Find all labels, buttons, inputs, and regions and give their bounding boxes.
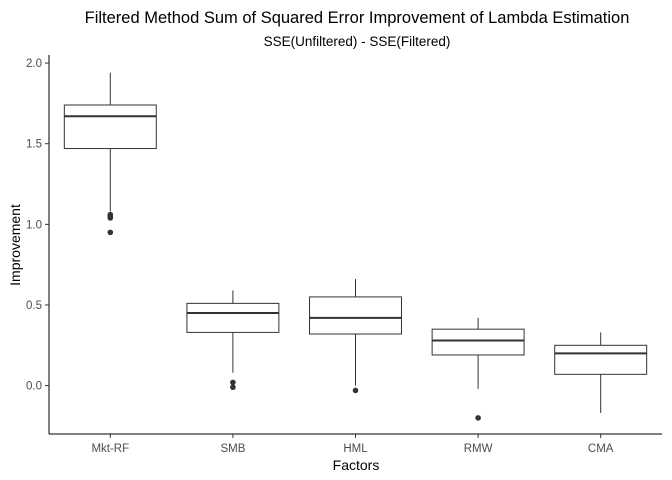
outlier-point (475, 415, 481, 421)
box-hml (309, 279, 402, 394)
chart-title: Filtered Method Sum of Squared Error Imp… (85, 9, 630, 27)
x-tick-label: CMA (588, 443, 614, 455)
box-smb (186, 290, 280, 391)
outlier-point (107, 229, 114, 236)
y-tick-label: 0.0 (26, 381, 42, 393)
x-axis-title: Factors (333, 457, 380, 473)
y-axis-title: Improvement (7, 204, 23, 286)
box-cma (554, 332, 648, 414)
plot-area (63, 72, 648, 421)
y-tick-label: 2.0 (26, 58, 42, 70)
box-iqr (431, 328, 525, 356)
outlier-point (230, 379, 236, 386)
box-iqr (309, 296, 402, 335)
x-tick-label: SMB (220, 443, 245, 455)
outlier-point (352, 387, 359, 394)
x-tick-label: Mkt-RF (91, 443, 129, 455)
y-tick-label: 1.0 (26, 219, 42, 231)
box-iqr (186, 302, 280, 333)
x-tick-label: HML (343, 443, 368, 455)
outlier-point (107, 215, 114, 221)
box-iqr (63, 104, 157, 150)
chart-subtitle: SSE(Unfiltered) - SSE(Filtered) (264, 34, 451, 49)
outlier-point (230, 384, 236, 391)
y-tick-label: 1.5 (26, 139, 42, 151)
x-tick-label: RMW (464, 443, 493, 455)
box-mkt-rf (63, 72, 157, 236)
box-rmw (431, 317, 525, 421)
box-iqr (554, 344, 648, 375)
y-tick-label: 0.5 (26, 300, 42, 312)
